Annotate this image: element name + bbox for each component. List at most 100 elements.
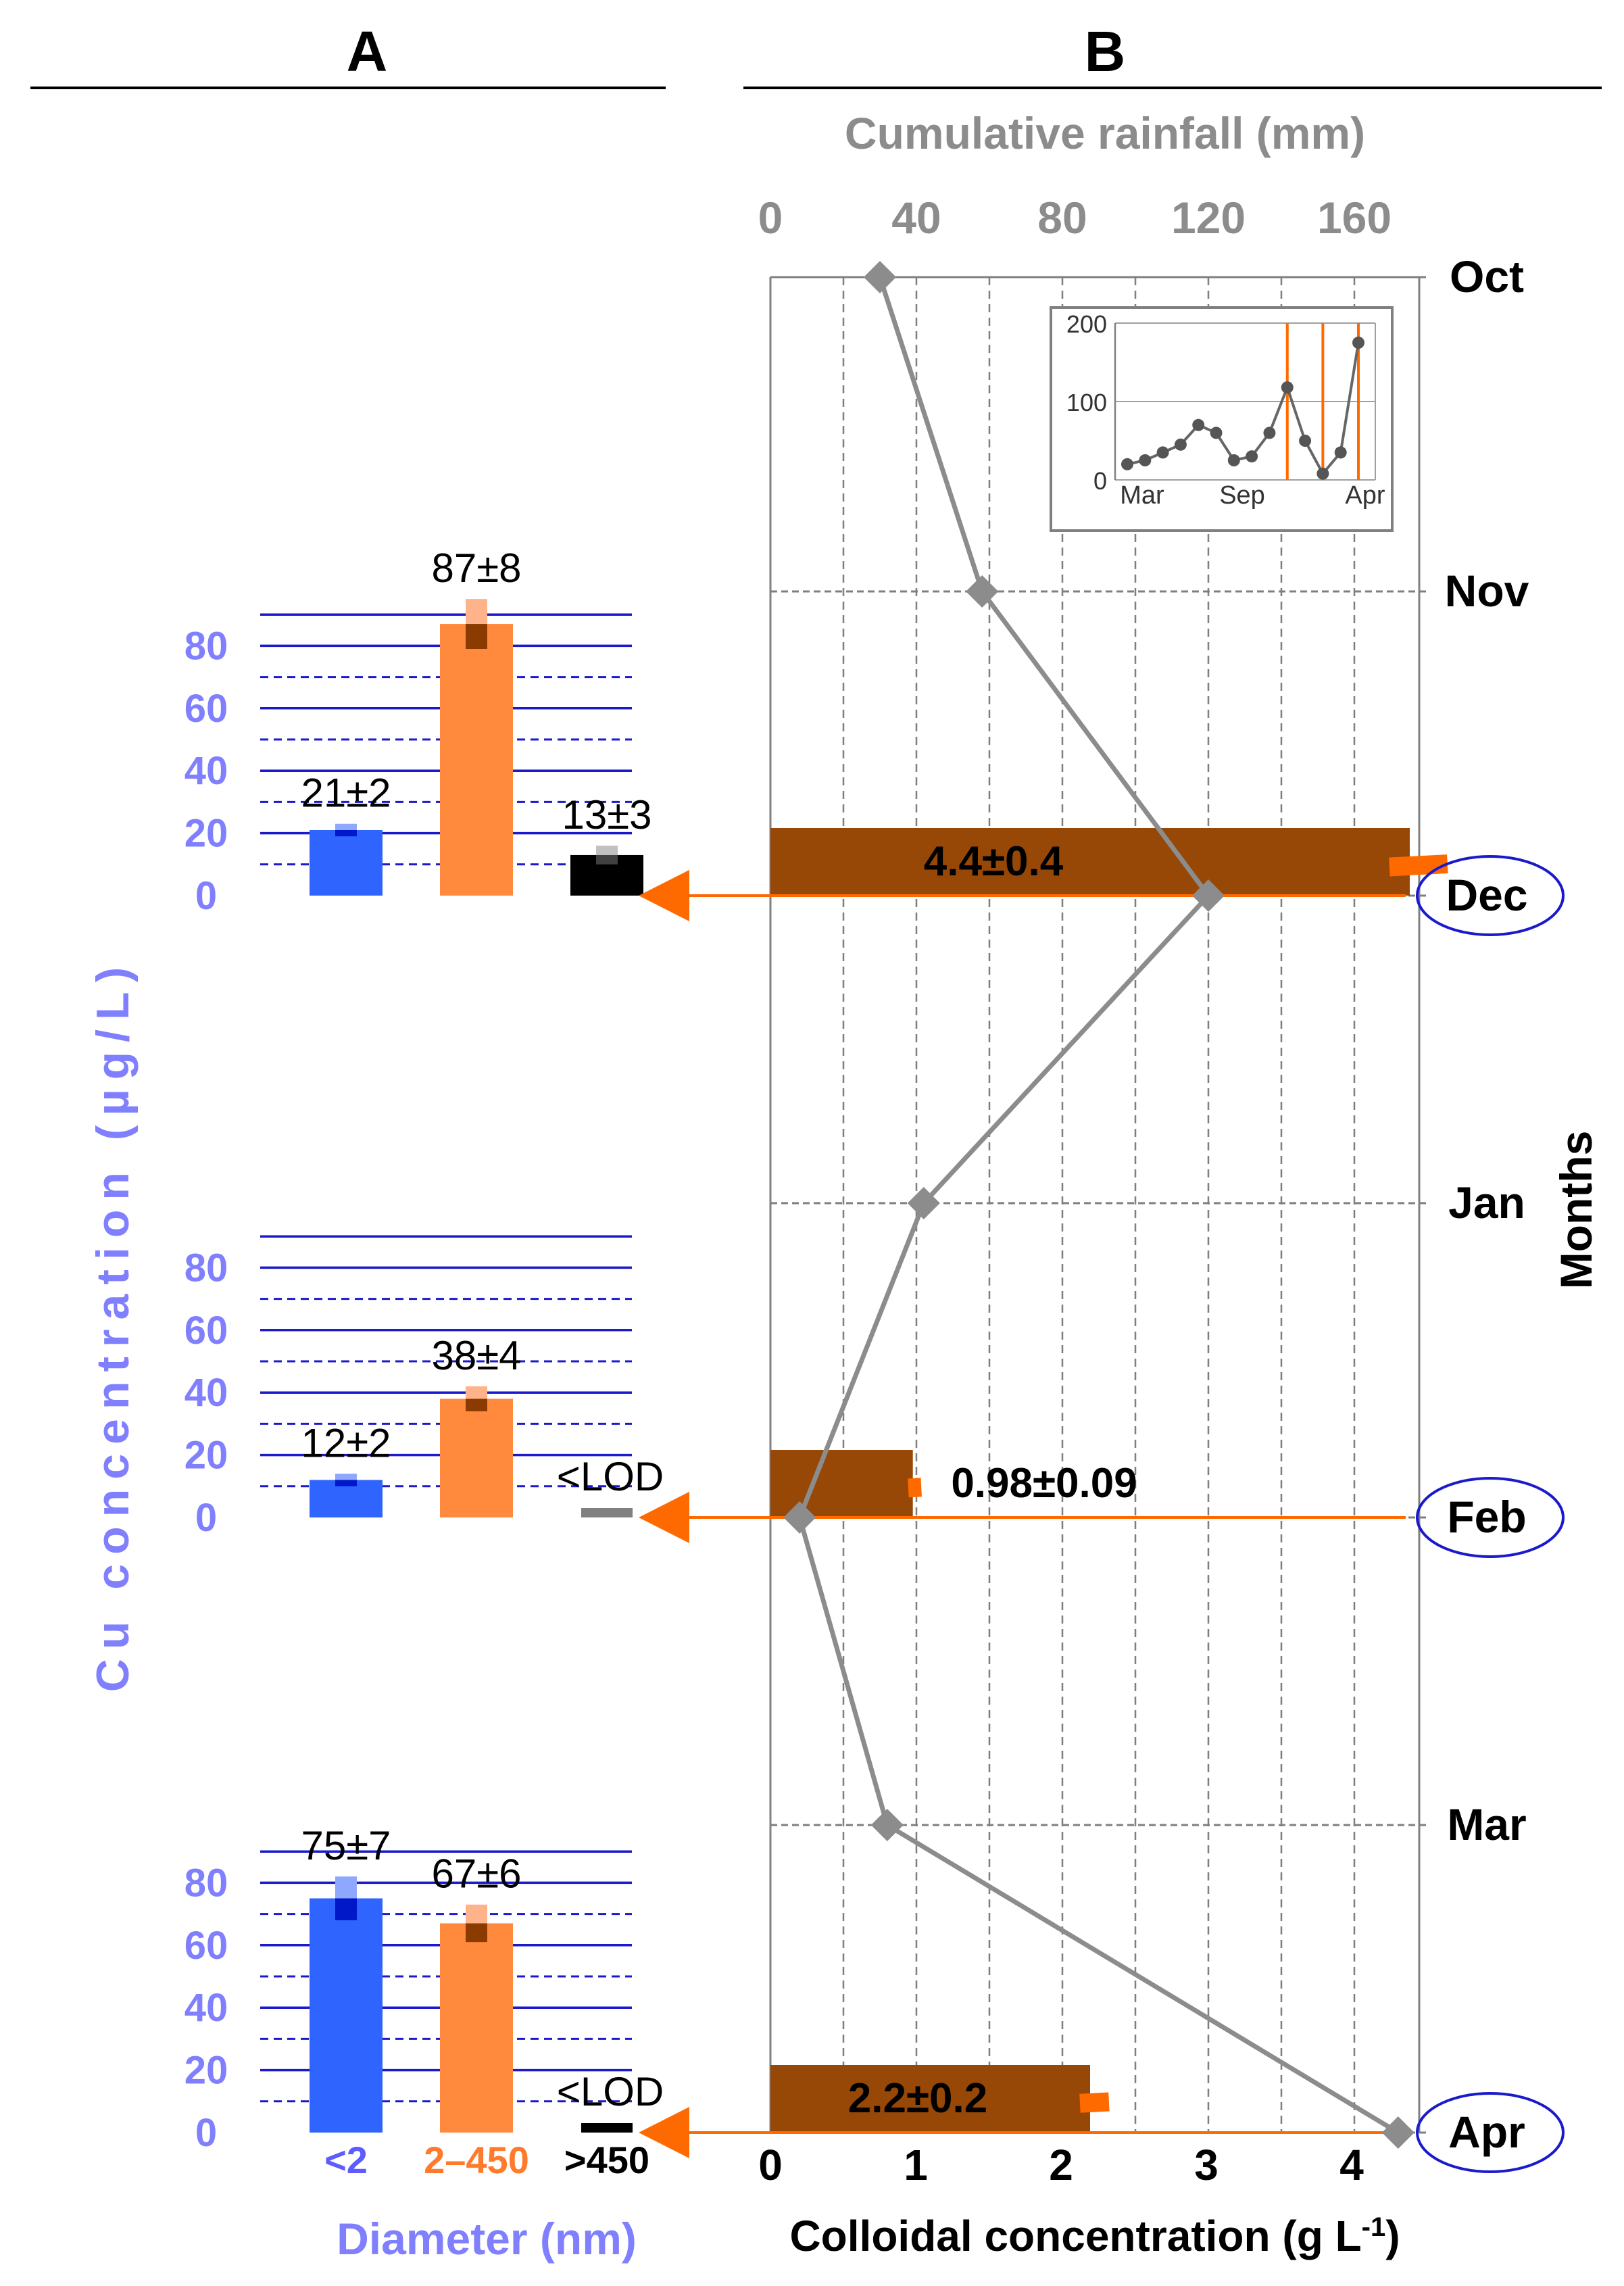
concentration-tick-label: 2 [1049, 2141, 1073, 2189]
arrow-head [639, 870, 689, 921]
value-label: 67±6 [431, 1851, 521, 1897]
error-bar-lower [466, 624, 487, 650]
inset-ytick-label: 200 [1066, 310, 1107, 338]
bar [440, 1399, 513, 1517]
value-label: 21±2 [301, 771, 391, 816]
concentration-value-label: 2.2±0.2 [848, 2075, 987, 2122]
inset-xtick-label: Apr [1345, 481, 1385, 510]
error-bar-upper [335, 1474, 357, 1480]
month-label-mar: Mar [1447, 1799, 1526, 1849]
inset-point [1121, 458, 1133, 470]
month-labels: Oct Nov Dec Jan Feb Mar Apr [1416, 251, 1565, 2173]
ytick-label: 80 [184, 1246, 228, 1290]
inset-point [1139, 454, 1152, 466]
concentration-tick-label: 4 [1339, 2141, 1364, 2189]
inset-point [1334, 446, 1347, 459]
value-label: 87±8 [431, 545, 521, 591]
inset-ytick-label: 0 [1093, 467, 1107, 495]
rainfall-point [1381, 2116, 1414, 2149]
ytick-label: 60 [184, 1924, 228, 1968]
panel-a-label: A [347, 20, 388, 83]
concentration-value-label: 0.98±0.09 [951, 1460, 1137, 1507]
error-bar-lower [335, 1898, 357, 1920]
error-bar-upper [335, 1876, 357, 1899]
ytick-label: 40 [184, 749, 228, 793]
cu-concentration-axis-label: Cu concentration (µg/L) [87, 958, 139, 1692]
fraction-label-mid: 2–450 [424, 2139, 529, 2181]
value-label: 13±3 [562, 792, 651, 837]
error-bar-lower [335, 1480, 357, 1486]
panel-b-tick-labels: 0 40 80 120 160 0 1 2 3 4 [758, 193, 1392, 2189]
error-bar-lower [335, 829, 357, 837]
ytick-label: 80 [184, 1861, 228, 1905]
rainfall-point [783, 1501, 816, 1534]
ytick-label: 60 [184, 1309, 228, 1353]
panel-b-label: B [1085, 20, 1126, 83]
bar [440, 624, 513, 896]
colloidal-axis-label: Colloidal concentration (g L-1) [789, 2212, 1400, 2260]
ytick-label: 0 [195, 1496, 217, 1540]
rainfall-point [863, 260, 897, 294]
month-circle-apr [1416, 2092, 1565, 2173]
value-label: <LOD [557, 2069, 664, 2114]
error-bar-upper [335, 823, 357, 830]
inset-point [1352, 337, 1364, 349]
inset-frame [1050, 306, 1394, 532]
error-bar-lower [466, 1399, 487, 1411]
inset-point [1317, 467, 1329, 480]
bar [310, 1898, 383, 2133]
cu-group-apr: 0 20 40 60 80 75±7 67±6 <LOD [184, 1823, 664, 2155]
ytick-label: 20 [184, 812, 228, 856]
inset-point [1156, 446, 1169, 459]
month-circle-feb [1416, 1477, 1565, 1558]
concentration-value-label: 4.4±0.4 [924, 838, 1064, 885]
error-bar-upper [466, 1904, 487, 1924]
inset-xtick-label: Mar [1120, 481, 1164, 510]
concentration-tick-label: 1 [904, 2141, 928, 2189]
error-bar-upper [466, 1386, 487, 1399]
diameter-axis-label: Diameter (nm) [337, 2214, 637, 2264]
cu-group-dec: 0 20 40 60 80 21±2 87±8 13±3 [184, 545, 652, 918]
colloidal-concentration-bars: 4.4±0.4 0.98±0.09 2.2±0.2 [770, 828, 1448, 2133]
bar-lod [581, 1508, 633, 1517]
month-label-feb: Feb [1447, 1492, 1526, 1542]
value-label: 75±7 [301, 1823, 391, 1868]
ytick-label: 80 [184, 624, 228, 668]
error-bar-lower [596, 854, 618, 865]
fraction-label-large: >450 [564, 2139, 649, 2181]
rainfall-polyline [797, 276, 1400, 2135]
rainfall-tick-label: 40 [891, 193, 941, 243]
sample-arrows [639, 870, 1406, 2158]
rainfall-tick-label: 160 [1317, 193, 1392, 243]
arrow-head [639, 2107, 689, 2158]
concentration-bar-apr [770, 2065, 1090, 2133]
inset-point [1263, 427, 1276, 439]
ytick-label: 0 [195, 874, 217, 918]
inset-point [1192, 418, 1205, 431]
rainfall-inset: 0 100 200 Mar Sep Apr [1050, 306, 1394, 532]
rainfall-line [783, 260, 1414, 2149]
bar-lod [581, 2123, 633, 2133]
rainfall-point [870, 1808, 904, 1842]
inset-xtick-label: Sep [1219, 481, 1265, 510]
rainfall-tick-label: 0 [758, 193, 783, 243]
concentration-bar-feb [770, 1450, 913, 1517]
concentration-error-bar [1389, 854, 1448, 877]
concentration-error-bar [908, 1478, 922, 1498]
month-label-nov: Nov [1445, 566, 1529, 616]
fraction-label-small: <2 [324, 2139, 368, 2181]
value-label: 38±4 [431, 1333, 521, 1378]
rainfall-tick-label: 80 [1037, 193, 1087, 243]
inset-point [1227, 454, 1240, 466]
inset-point [1210, 427, 1223, 439]
bar [310, 829, 383, 896]
inset-point [1174, 438, 1187, 451]
error-bar-upper [596, 846, 618, 855]
ytick-label: 40 [184, 1371, 228, 1415]
value-label: 12±2 [301, 1420, 391, 1465]
panel-b-plot: 4.4±0.4 0.98±0.09 2.2±0.2 Oct Nov Dec Jan Feb M… [639, 193, 1565, 2189]
rainfall-axis-label: Cumulative rainfall (mm) [845, 108, 1365, 158]
arrow-head [639, 1492, 689, 1543]
month-label-apr: Apr [1448, 2107, 1525, 2157]
